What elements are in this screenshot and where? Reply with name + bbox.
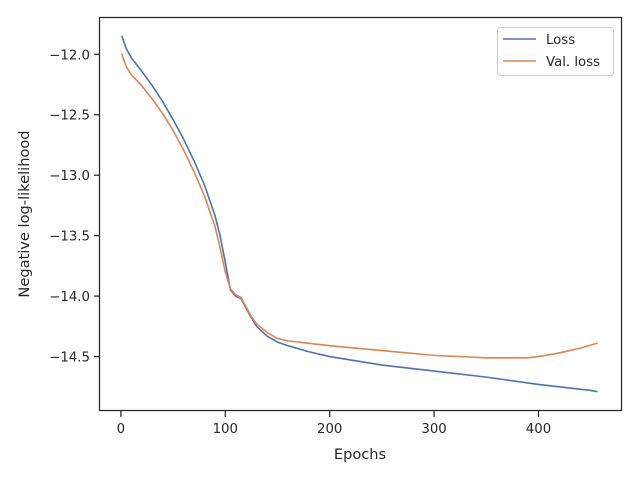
axes-frame xyxy=(98,16,623,412)
x-tick-label: 200 xyxy=(317,422,342,437)
legend-label-val-loss: Val. loss xyxy=(546,55,600,70)
x-tick-label: 300 xyxy=(421,422,446,437)
x-tick-label: 0 xyxy=(117,422,125,437)
y-tick-label: −14.5 xyxy=(49,351,90,366)
y-tick-label: −14.0 xyxy=(49,290,90,305)
y-tick-label: −12.0 xyxy=(49,48,90,63)
loss-line xyxy=(121,35,598,393)
val-loss-line xyxy=(121,53,598,359)
x-tick-label: 100 xyxy=(213,422,238,437)
y-tick-label: −13.5 xyxy=(49,230,90,245)
x-axis: 0 100 200 300 400 xyxy=(117,411,551,437)
x-tick-label: 400 xyxy=(526,422,551,437)
y-tick-label: −12.5 xyxy=(49,109,90,124)
plot-area xyxy=(121,35,598,393)
legend-label-loss: Loss xyxy=(546,33,575,48)
legend: Loss Val. loss xyxy=(497,27,614,76)
x-axis-label: Epochs xyxy=(334,446,386,463)
y-axis: −12.0 −12.5 −13.0 −13.5 −14.0 −14.5 xyxy=(49,48,100,366)
y-axis-label: Negative log-likelihood xyxy=(16,130,33,297)
y-tick-label: −13.0 xyxy=(49,169,90,184)
